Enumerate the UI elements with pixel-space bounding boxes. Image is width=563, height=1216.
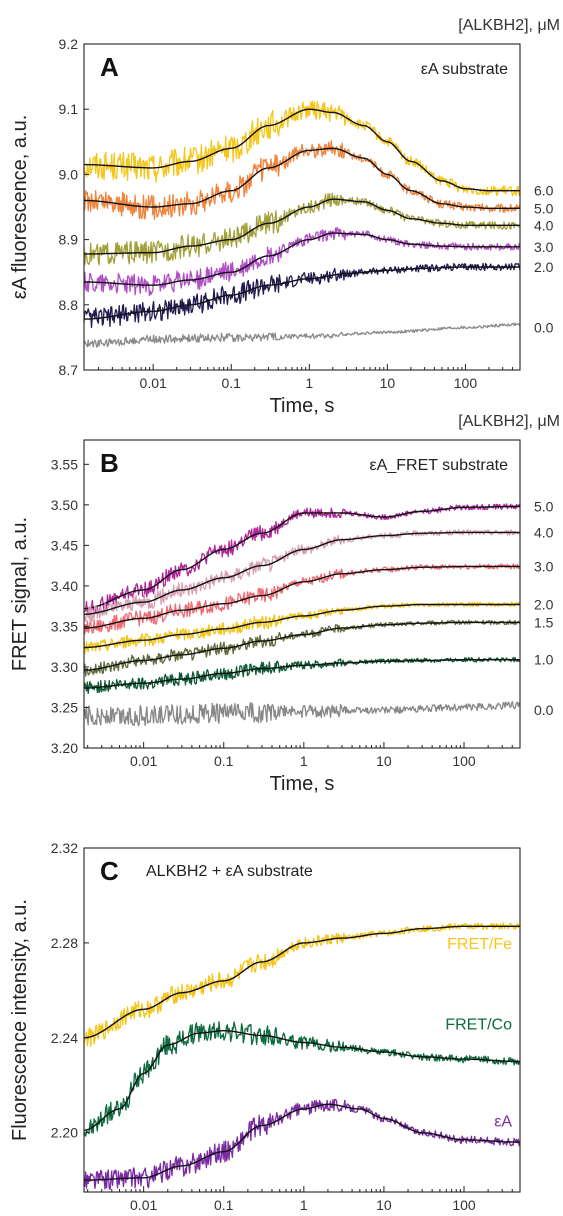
series-FRET/Co-data: [84, 1021, 520, 1137]
panel-letter: A: [100, 52, 119, 82]
y-tick-label: 8.8: [59, 297, 79, 313]
x-tick-label: 0.01: [140, 375, 167, 391]
series-FRET/Fe-data: [84, 922, 520, 1047]
series-label-6.0: 6.0: [534, 183, 554, 199]
y-tick-label: 2.32: [51, 840, 78, 856]
series-label-FRET/Fe: FRET/Fe: [447, 936, 512, 953]
series-label-εA: εA: [494, 1114, 512, 1131]
panel-A: 6.05.04.0 3.0 2.0 0.0 8.7 8.8 8.9 9.0 9.1 9.2 0.01…: [9, 17, 560, 417]
series-0.0-data: [84, 701, 520, 727]
series-label-FRET/Co: FRET/Co: [445, 1016, 512, 1033]
y-tick-label: 9.2: [59, 36, 79, 52]
series-5.0-fit: [84, 147, 520, 209]
legend-header: [ALKBH2], μM: [458, 17, 560, 34]
series-εA-data: [84, 1098, 520, 1191]
series-εA-fit: [84, 1103, 520, 1181]
series-4.0-fit: [84, 198, 520, 255]
y-tick-label: 3.30: [51, 659, 78, 675]
x-tick-label: 0.01: [130, 753, 157, 769]
x-tick-label: 0.01: [130, 1197, 157, 1213]
panel-B: 5.0 4.0 3.0 2.01.5 1.0 0.0 3.20 3.25 3.30 3.35 3.4…: [9, 413, 560, 795]
x-tick-label: 10: [376, 1197, 392, 1213]
x-tick-label: 100: [452, 1197, 476, 1213]
y-tick-label: 8.9: [59, 232, 79, 248]
panel-letter: B: [100, 448, 119, 478]
x-tick-label: 100: [454, 375, 478, 391]
x-tick-label: 0.1: [214, 1197, 234, 1213]
series-label-0.0: 0.0: [534, 320, 554, 336]
plot-area: [84, 922, 520, 1191]
series-label-4.0: 4.0: [534, 524, 554, 540]
series-1.0-fit: [84, 659, 520, 689]
panel-subtitle: εA_FRET substrate: [370, 457, 509, 474]
series-5.0-data: [84, 503, 520, 616]
series-0.0-data: [84, 322, 520, 348]
y-tick-label: 2.24: [51, 1030, 78, 1046]
y-tick-label: 3.45: [51, 537, 78, 553]
x-axis-title: Time, s: [270, 773, 335, 795]
y-tick-label: 3.50: [51, 497, 78, 513]
series-label-2.0: 2.0: [534, 597, 554, 613]
panel-letter: C: [100, 856, 119, 886]
axes-frame: [83, 847, 521, 1193]
series-1.0-data: [84, 656, 520, 694]
series-label-0.0: 0.0: [534, 702, 554, 718]
y-tick-label: 3.40: [51, 578, 78, 594]
y-tick-label: 3.20: [51, 740, 78, 756]
series-label-3.0: 3.0: [534, 239, 554, 255]
panel-subtitle: εA substrate: [421, 61, 508, 78]
y-tick-label: 2.20: [51, 1125, 78, 1141]
series-label-1.0: 1.0: [534, 652, 554, 668]
series-6.0-fit: [84, 108, 520, 192]
y-tick-label: 9.0: [59, 166, 79, 182]
x-tick-label: 10: [376, 753, 392, 769]
axes-frame: [83, 439, 521, 749]
x-tick-label: 0.1: [214, 753, 234, 769]
panel-C: FRET/Fe FRET/Co εA 2.20 2.24 2.28 2.32 0.01 0.1 1…: [9, 840, 521, 1213]
y-tick-label: 9.1: [59, 101, 79, 117]
panel-subtitle: ALKBH2 + εA substrate: [146, 863, 313, 880]
series-6.0-data: [84, 100, 520, 197]
series-2.0-data: [84, 601, 520, 655]
x-tick-label: 1: [300, 753, 308, 769]
series-2.0-fit: [84, 603, 520, 649]
x-axis-title: Time, s: [270, 395, 335, 417]
legend-header: [ALKBH2], μM: [458, 413, 560, 430]
series-4.0-data: [84, 529, 520, 622]
series-label-3.0: 3.0: [534, 558, 554, 574]
series-2.0-data: [84, 262, 520, 329]
x-tick-label: 100: [452, 753, 476, 769]
series-4.0-fit: [84, 531, 520, 615]
series-label-4.0: 4.0: [534, 217, 554, 233]
series-3.0-fit: [84, 232, 520, 286]
y-tick-label: 8.7: [59, 362, 79, 378]
y-axis-title: Fluorescence intensity, a.u.: [9, 899, 31, 1141]
series-label-5.0: 5.0: [534, 498, 554, 514]
series-4.0-data: [84, 192, 520, 266]
x-tick-label: 0.1: [222, 375, 242, 391]
series-FRET/Co-fit: [84, 1030, 520, 1131]
x-tick-label: 1: [300, 1197, 308, 1213]
series-3.0-data: [84, 563, 520, 635]
x-tick-label: 1: [305, 375, 313, 391]
series-2.0-fit: [84, 266, 520, 320]
y-tick-label: 3.35: [51, 618, 78, 634]
y-tick-label: 3.25: [51, 699, 78, 715]
series-label-2.0: 2.0: [534, 259, 554, 275]
series-label-1.5: 1.5: [534, 614, 554, 630]
plot-area: [84, 503, 520, 727]
x-tick-label: 10: [380, 375, 396, 391]
plot-area: [84, 100, 520, 348]
series-3.0-fit: [84, 565, 520, 629]
series-3.0-data: [84, 226, 520, 297]
y-axis-title: εA fluorescence, a.u.: [9, 115, 31, 300]
series-1.5-fit: [84, 621, 520, 671]
y-axis-title: FRET signal, a.u.: [9, 517, 31, 671]
series-5.0-fit: [84, 505, 520, 610]
y-tick-label: 2.28: [51, 935, 78, 951]
y-tick-label: 3.55: [51, 456, 78, 472]
series-label-5.0: 5.0: [534, 200, 554, 216]
series-FRET/Fe-fit: [84, 925, 520, 1039]
